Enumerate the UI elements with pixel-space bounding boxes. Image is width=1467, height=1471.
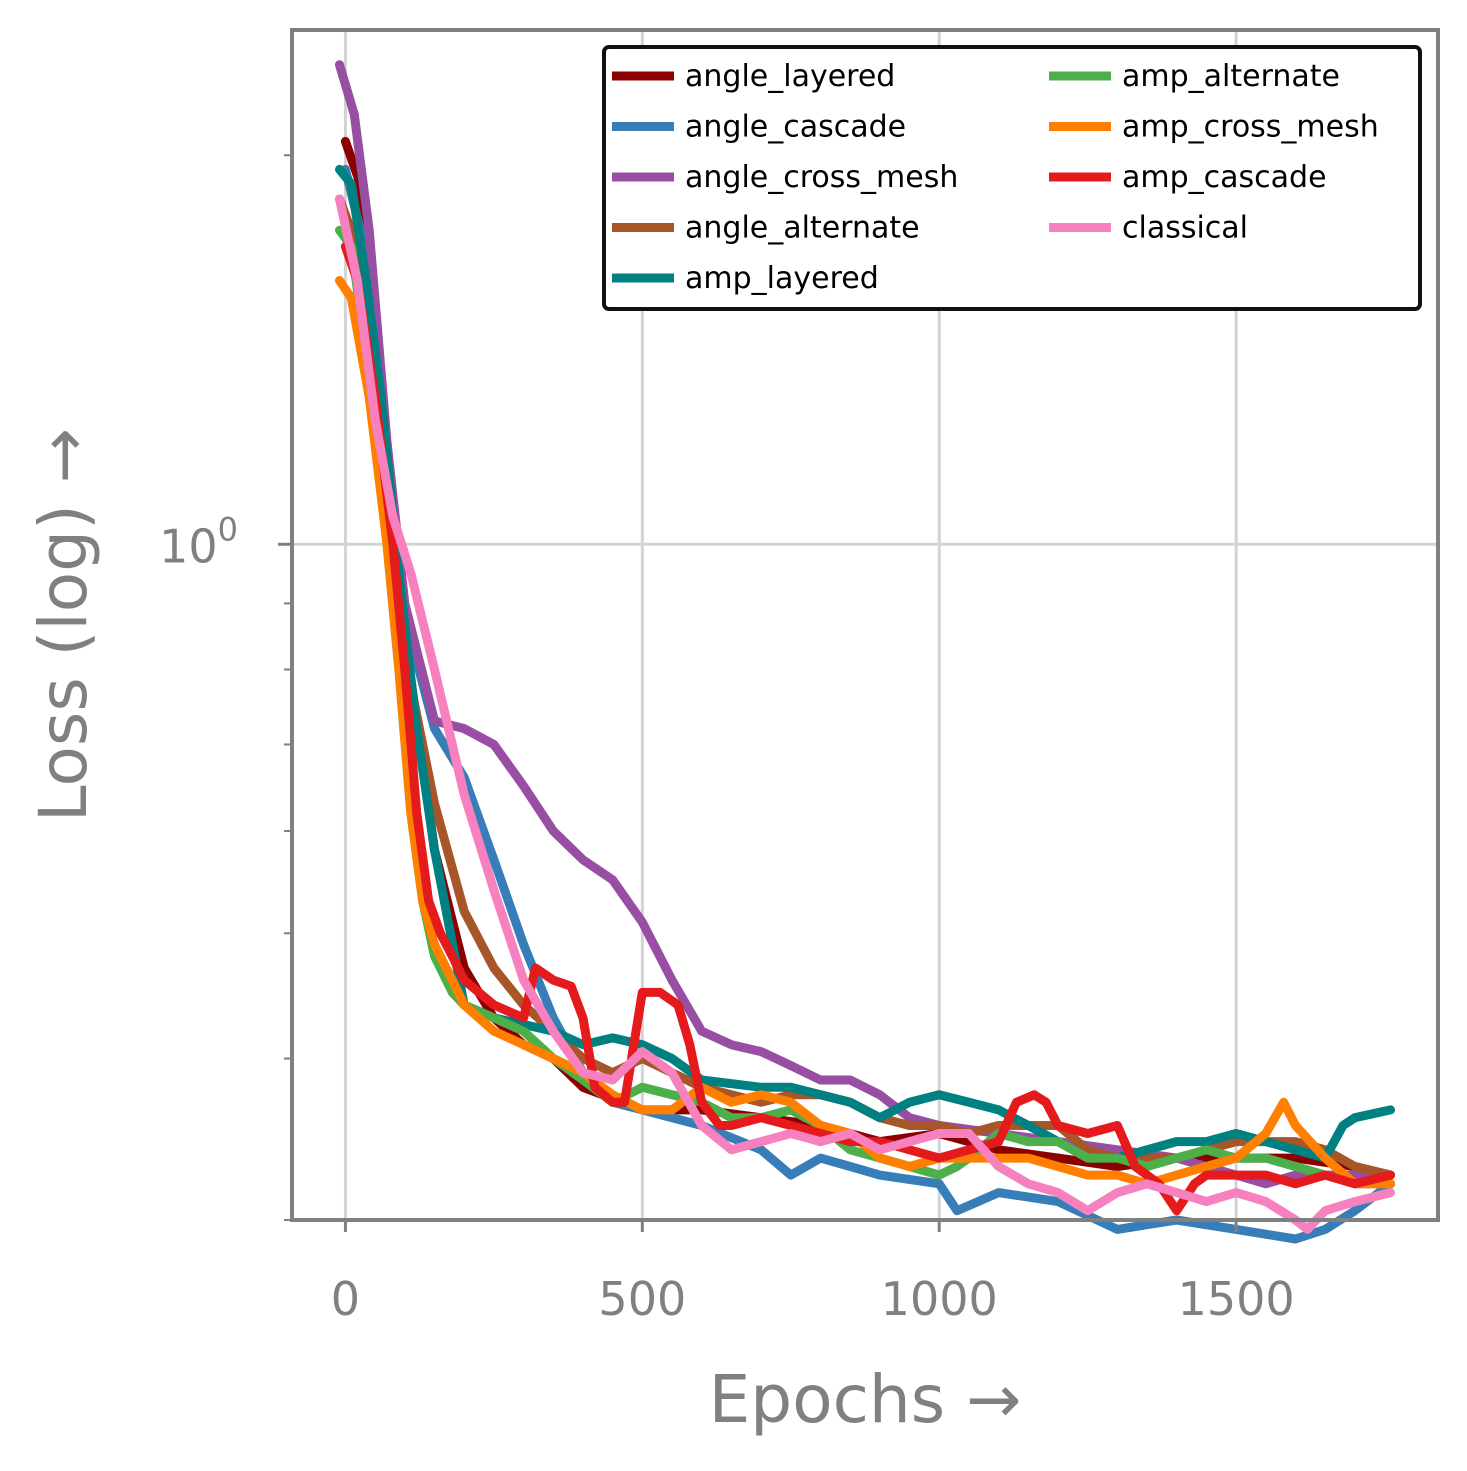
legend-label: angle_alternate bbox=[685, 211, 920, 246]
x-tick-label: 1000 bbox=[881, 1272, 998, 1326]
series-line-amp_layered bbox=[335, 164, 1395, 1163]
legend-label: amp_cross_mesh bbox=[1122, 110, 1379, 145]
legend-label: amp_alternate bbox=[1122, 59, 1340, 94]
y-tick-base: 10 bbox=[159, 519, 218, 573]
legend-label: amp_layered bbox=[685, 261, 879, 296]
y-axis: 100 bbox=[159, 510, 292, 573]
series-layer bbox=[335, 60, 1395, 1244]
x-tick-label: 1500 bbox=[1178, 1272, 1295, 1326]
x-tick-label: 0 bbox=[331, 1272, 360, 1326]
legend-label: angle_cross_mesh bbox=[685, 160, 958, 195]
x-tick-label: 500 bbox=[598, 1272, 686, 1326]
legend-frame bbox=[602, 45, 1422, 311]
x-axis-title: Epochs → bbox=[709, 1361, 1022, 1438]
series-line-classical bbox=[335, 194, 1395, 1234]
legend-label: angle_cascade bbox=[685, 110, 906, 145]
x-axis: 0 500 1000 1500 bbox=[331, 1220, 1295, 1326]
legend: angle_layered angle_cascade angle_cross_me… bbox=[602, 45, 1422, 311]
series-line-amp_cross_mesh bbox=[335, 276, 1395, 1189]
legend-label: angle_layered bbox=[685, 59, 895, 94]
legend-label: amp_cascade bbox=[1122, 160, 1327, 195]
legend-label: classical bbox=[1122, 211, 1248, 246]
y-tick-exponent: 0 bbox=[218, 510, 238, 548]
series-line-amp_cascade bbox=[340, 242, 1395, 1216]
y-tick-label: 100 bbox=[159, 510, 238, 573]
plot-frame bbox=[290, 28, 1440, 1222]
y-axis-title: Loss (log) → bbox=[25, 428, 102, 822]
